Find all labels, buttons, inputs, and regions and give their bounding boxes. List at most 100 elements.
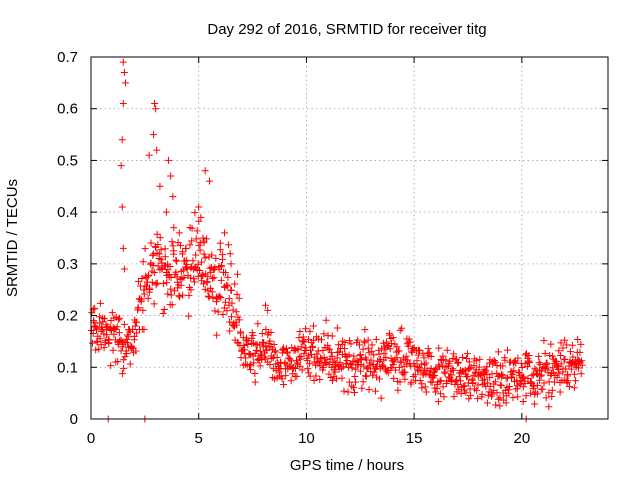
data-point [343, 356, 351, 364]
y-tick-label: 0.2 [57, 308, 78, 325]
data-point [313, 350, 321, 358]
data-point [120, 364, 128, 372]
chart-title: Day 292 of 2016, SRMTID for receiver tit… [207, 21, 486, 38]
data-point [356, 351, 364, 359]
data-point [96, 319, 104, 327]
data-point [329, 377, 337, 385]
data-point [139, 258, 147, 266]
data-point [391, 366, 399, 374]
data-point [535, 359, 543, 367]
data-point [531, 400, 539, 408]
data-point [167, 273, 175, 281]
data-point [418, 384, 426, 392]
data-point [179, 291, 187, 299]
data-point [209, 274, 217, 282]
data-point [222, 281, 230, 289]
data-point [271, 348, 279, 356]
data-point [154, 262, 162, 270]
data-point [352, 365, 360, 373]
data-point [363, 365, 371, 373]
data-point [213, 331, 221, 339]
data-point [442, 356, 450, 364]
data-point [556, 388, 564, 396]
data-point [386, 345, 394, 353]
data-point [137, 296, 145, 304]
data-point [201, 254, 209, 262]
data-point [314, 335, 322, 343]
data-point [475, 363, 483, 371]
data-point [394, 386, 402, 394]
data-point [182, 244, 190, 252]
data-point [533, 370, 541, 378]
data-point [395, 363, 403, 371]
data-point [95, 313, 103, 321]
data-point [177, 281, 185, 289]
data-point [235, 316, 243, 324]
data-point [377, 394, 385, 402]
data-point [521, 380, 529, 388]
data-point [229, 306, 237, 314]
data-point [226, 327, 234, 335]
data-point [244, 337, 252, 345]
data-point [268, 355, 276, 363]
data-point [393, 343, 401, 351]
data-point [443, 377, 451, 385]
data-point [227, 260, 235, 268]
data-point [160, 305, 168, 313]
data-point [407, 378, 415, 386]
data-point [552, 358, 560, 366]
y-tick-label: 0.4 [57, 204, 78, 221]
data-point [88, 309, 96, 317]
data-point [492, 401, 500, 409]
data-point [538, 367, 546, 375]
data-point [140, 326, 148, 334]
data-point [388, 340, 396, 348]
data-point [421, 383, 429, 391]
data-point [522, 351, 530, 359]
data-point [318, 336, 326, 344]
data-point [499, 371, 507, 379]
data-point [465, 358, 473, 366]
data-point [473, 386, 481, 394]
data-point [203, 279, 211, 287]
data-point [364, 336, 372, 344]
data-point [388, 364, 396, 372]
data-point [443, 346, 451, 354]
data-point [361, 372, 369, 380]
data-point [460, 383, 468, 391]
data-point [93, 324, 101, 332]
data-point [167, 291, 175, 299]
data-point [188, 237, 196, 245]
data-point [114, 358, 122, 366]
data-point [398, 324, 406, 332]
data-point [542, 394, 550, 402]
y-tick-label: 0.6 [57, 101, 78, 118]
data-point [522, 392, 530, 400]
data-point [422, 388, 430, 396]
data-point [555, 370, 563, 378]
data-point [231, 280, 239, 288]
data-point [226, 250, 234, 258]
data-point [340, 387, 348, 395]
data-point [357, 355, 365, 363]
data-point [390, 374, 398, 382]
data-point [196, 266, 204, 274]
data-point [240, 342, 248, 350]
data-point [434, 398, 442, 406]
data-point [559, 344, 567, 352]
data-point [163, 279, 171, 287]
data-point [147, 239, 155, 247]
data-point [432, 365, 440, 373]
data-point [118, 370, 126, 378]
data-point [419, 349, 427, 357]
data-point [486, 374, 494, 382]
data-point [540, 337, 548, 345]
data-point [401, 368, 409, 376]
data-point [132, 347, 140, 355]
data-point [513, 376, 521, 384]
data-point [494, 348, 502, 356]
data-point [291, 344, 299, 352]
data-point [549, 364, 557, 372]
data-point [226, 318, 234, 326]
data-point [351, 373, 359, 381]
